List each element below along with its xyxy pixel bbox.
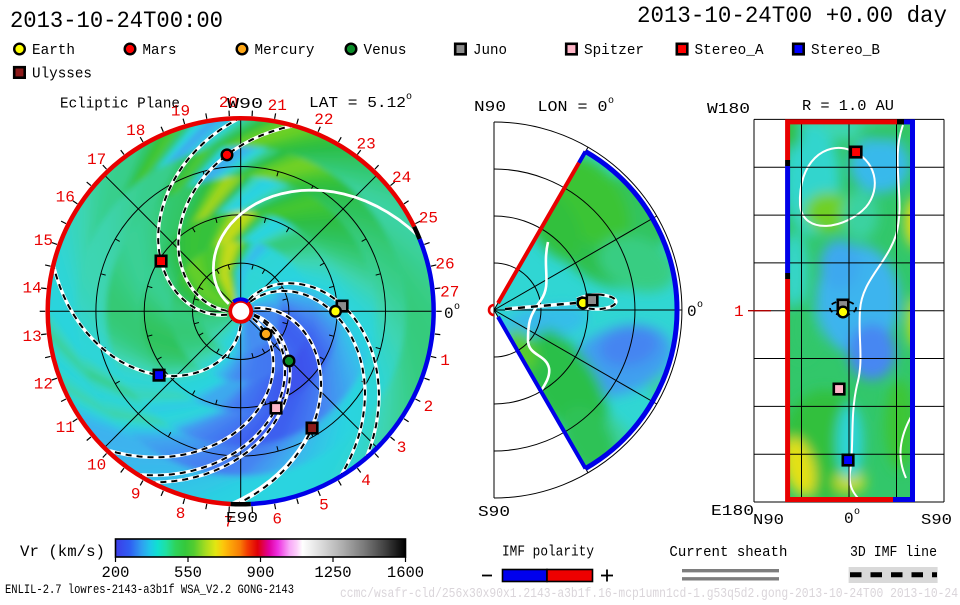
svg-text:E90: E90	[226, 510, 258, 527]
svg-text:Juno: Juno	[473, 42, 507, 59]
svg-text:4: 4	[361, 472, 371, 490]
svg-text:ccmc/wsafr-cld/256x30x90x1.214: ccmc/wsafr-cld/256x30x90x1.2143-a3b1f.16…	[340, 586, 958, 600]
svg-text:Stereo_B: Stereo_B	[811, 42, 880, 59]
svg-text:W90: W90	[227, 96, 263, 113]
svg-text:2: 2	[424, 398, 434, 416]
svg-text:18: 18	[126, 122, 145, 140]
svg-text:1: 1	[440, 352, 450, 370]
svg-text:10: 10	[87, 457, 106, 475]
svg-text:LAT = 5.12: LAT = 5.12	[309, 95, 406, 112]
svg-text:LON = 0: LON = 0	[538, 99, 608, 116]
svg-text:Ulysses: Ulysses	[32, 66, 92, 83]
svg-text:2013-10-24T00 +0.00 day: 2013-10-24T00 +0.00 day	[637, 3, 947, 29]
svg-text:200: 200	[102, 564, 130, 582]
svg-text:Stereo_A: Stereo_A	[695, 42, 764, 59]
svg-text:S90: S90	[921, 512, 952, 529]
svg-text:550: 550	[174, 564, 202, 582]
svg-text:5: 5	[319, 497, 329, 515]
svg-text:0: 0	[844, 510, 854, 528]
svg-text:W180: W180	[707, 101, 750, 118]
svg-text:E180: E180	[711, 503, 754, 520]
svg-text:o: o	[608, 96, 614, 107]
svg-text:11: 11	[56, 419, 75, 437]
svg-text:24: 24	[392, 169, 411, 187]
svg-text:14: 14	[22, 279, 41, 297]
svg-text:1600: 1600	[387, 564, 424, 582]
svg-text:N90: N90	[753, 512, 784, 529]
svg-text:N90: N90	[474, 99, 506, 116]
svg-text:Vr (km/s): Vr (km/s)	[20, 543, 105, 561]
svg-text:15: 15	[34, 232, 53, 250]
svg-text:ENLIL-2.7 lowres-2143-a3b1f WS: ENLIL-2.7 lowres-2143-a3b1f WSA_V2.2 GON…	[5, 582, 294, 597]
svg-text:IMF polarity: IMF polarity	[502, 544, 594, 561]
svg-text:26: 26	[435, 255, 454, 273]
svg-text:Mars: Mars	[143, 42, 177, 59]
svg-text:0: 0	[687, 303, 697, 321]
svg-text:23: 23	[356, 135, 375, 153]
svg-text:13: 13	[22, 328, 41, 346]
svg-text:R = 1.0 AU: R = 1.0 AU	[802, 98, 894, 115]
svg-text:25: 25	[419, 210, 438, 228]
svg-text:12: 12	[34, 376, 53, 394]
svg-text:900: 900	[247, 564, 275, 582]
svg-text:22: 22	[314, 111, 333, 129]
svg-text:o: o	[454, 302, 460, 313]
svg-text:0: 0	[444, 305, 454, 323]
svg-text:2013-10-24T00:00: 2013-10-24T00:00	[10, 8, 223, 34]
svg-text:o: o	[406, 92, 412, 103]
svg-text:Venus: Venus	[364, 42, 407, 59]
svg-text:6: 6	[272, 511, 282, 529]
svg-text:8: 8	[176, 505, 186, 523]
svg-text:Current sheath: Current sheath	[669, 544, 787, 561]
svg-text:Mercury: Mercury	[255, 42, 315, 59]
svg-text:1: 1	[734, 303, 744, 321]
svg-text:o: o	[697, 300, 703, 311]
svg-text:Spitzer: Spitzer	[584, 42, 644, 59]
svg-text:16: 16	[56, 188, 75, 206]
svg-text:27: 27	[440, 284, 459, 302]
svg-text:S90: S90	[478, 504, 510, 521]
svg-text:21: 21	[268, 97, 287, 115]
svg-text:o: o	[854, 507, 860, 518]
svg-text:Ecliptic Plane: Ecliptic Plane	[60, 96, 180, 113]
svg-text:3D IMF line: 3D IMF line	[850, 544, 937, 561]
svg-text:9: 9	[131, 486, 141, 504]
svg-text:17: 17	[87, 151, 106, 169]
svg-text:Earth: Earth	[32, 42, 75, 59]
svg-text:1250: 1250	[314, 564, 351, 582]
svg-text:3: 3	[397, 439, 407, 457]
